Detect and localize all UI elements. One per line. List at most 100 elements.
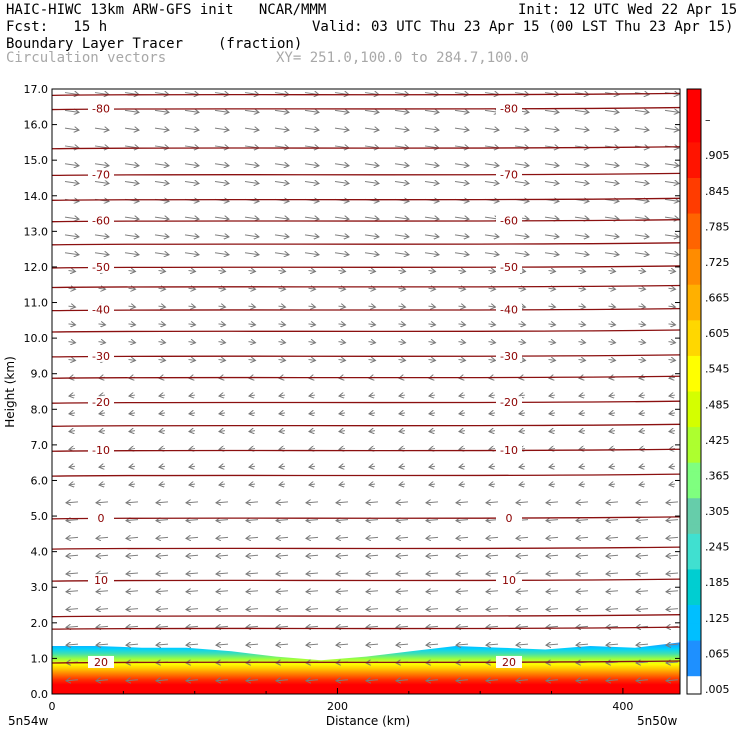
isotherm-label-left: -60: [92, 215, 110, 228]
circulation-vector: [279, 448, 286, 449]
circulation-vector: [309, 413, 316, 414]
circulation-vector: [454, 164, 469, 166]
circulation-vector: [249, 395, 256, 396]
circulation-vector: [336, 644, 349, 645]
circulation-vector: [244, 128, 259, 130]
circulation-vector: [399, 413, 406, 414]
circulation-vector: [576, 644, 589, 645]
circulation-vector: [364, 182, 379, 184]
colorbar-label: .365: [705, 469, 730, 482]
circulation-vector: [546, 573, 559, 574]
circulation-vector: [219, 466, 226, 467]
circulation-vector: [606, 626, 619, 627]
colorbar-segment: [687, 658, 701, 668]
circulation-vector: [96, 573, 109, 574]
circulation-vector: [366, 537, 379, 538]
circulation-vector: [519, 484, 526, 485]
circulation-vector: [218, 359, 226, 360]
isotherm-label-bg: [88, 511, 114, 524]
circulation-vector: [576, 591, 589, 592]
colorbar-segment: [687, 480, 701, 490]
circulation-vector: [548, 306, 556, 307]
colorbar-segment: [687, 124, 701, 135]
circulation-vector: [604, 182, 619, 184]
circulation-vector: [366, 573, 379, 574]
colorbar-segment: [687, 649, 701, 660]
circulation-vector: [219, 413, 226, 414]
circulation-vector: [516, 573, 529, 574]
circulation-vector: [608, 342, 616, 343]
overlay-name: Circulation vectors: [6, 50, 167, 66]
circulation-vector: [306, 680, 319, 681]
circulation-vector: [544, 164, 559, 166]
colorbar-segment: [687, 569, 701, 579]
circulation-vector: [664, 235, 679, 237]
circulation-vector: [544, 110, 559, 112]
field-units: (fraction): [218, 36, 303, 52]
circulation-vector: [669, 431, 676, 432]
circulation-vector: [66, 644, 79, 645]
circulation-vector: [488, 288, 496, 289]
circulation-vector: [306, 520, 319, 521]
circulation-vector: [186, 555, 199, 556]
boundary-layer-fill: [52, 642, 680, 694]
circulation-vector: [364, 235, 379, 237]
circulation-vector: [218, 288, 226, 289]
circulation-vector: [544, 217, 559, 219]
circulation-vector: [186, 591, 199, 592]
colorbar-segment: [687, 133, 701, 143]
circulation-vector: [96, 502, 109, 503]
circulation-vector: [304, 217, 319, 219]
circulation-vector: [368, 271, 376, 272]
isotherm-line: [51, 354, 681, 358]
circulation-vector: [214, 217, 229, 219]
colorbar-segment: [687, 89, 701, 99]
circulation-vector: [546, 626, 559, 627]
colorbar-label: .425: [705, 434, 730, 447]
circulation-vector: [98, 324, 106, 325]
circulation-vector: [96, 644, 109, 645]
isotherm-label-bg: [496, 303, 522, 316]
y-tick-label: 17.0: [24, 83, 49, 96]
circulation-vector: [66, 609, 79, 610]
circulation-vector: [546, 555, 559, 556]
circulation-vector: [216, 609, 229, 610]
circulation-vector: [214, 235, 229, 237]
isotherm-label-right: -40: [500, 304, 518, 317]
colorbar-segment: [687, 231, 701, 241]
circulation-vector: [664, 199, 679, 201]
circulation-vector: [334, 182, 349, 184]
y-tick-label: 5.0: [31, 510, 49, 523]
y-tick-label: 12.0: [24, 261, 49, 274]
circulation-vector: [424, 164, 439, 166]
circulation-vector: [394, 128, 409, 130]
circulation-vector: [246, 520, 259, 521]
circulation-vector: [606, 573, 619, 574]
circulation-vector: [336, 537, 349, 538]
circulation-vector: [218, 306, 226, 307]
circulation-vector: [279, 484, 286, 485]
circulation-vector: [486, 502, 499, 503]
circulation-vector: [66, 573, 79, 574]
circulation-vector: [246, 502, 259, 503]
circulation-vector: [126, 573, 139, 574]
isotherm-line: [51, 265, 681, 269]
colorbar-frame: [686, 88, 702, 695]
isotherm-line: [51, 106, 681, 111]
circulation-vector: [64, 235, 79, 237]
circulation-vector: [369, 466, 376, 467]
circulation-vector: [636, 537, 649, 538]
isotherm-label-left: -20: [92, 396, 110, 409]
circulation-vector: [664, 253, 679, 255]
circulation-vector: [456, 644, 469, 645]
circulation-vector: [606, 555, 619, 556]
colorbar-label: .845: [705, 185, 730, 198]
colorbar-segment: [687, 195, 701, 206]
circulation-vector: [156, 644, 169, 645]
colorbar-segment: [687, 347, 701, 357]
circulation-vector: [64, 93, 79, 95]
circulation-vector: [608, 306, 616, 307]
circulation-vector: [639, 377, 646, 378]
circulation-vector: [246, 537, 259, 538]
